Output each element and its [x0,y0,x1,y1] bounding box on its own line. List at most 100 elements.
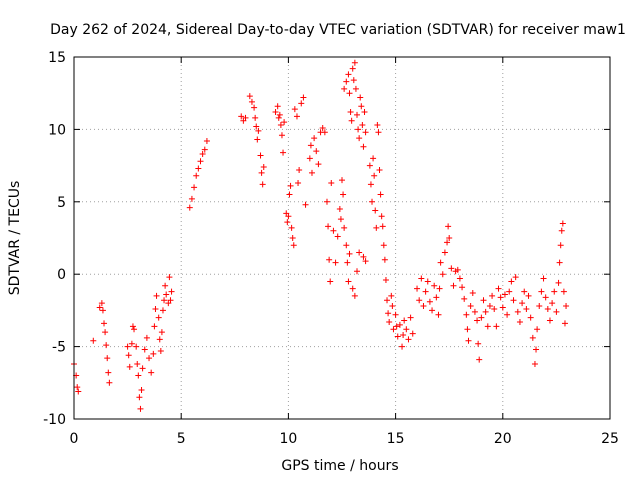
data-point [103,342,110,349]
data-point [293,113,300,120]
data-point [286,191,293,198]
data-point [501,291,508,298]
data-point [128,340,135,347]
data-point [197,158,204,165]
data-point [257,152,264,159]
data-point [510,297,517,304]
data-point [414,285,421,292]
data-point [166,274,173,281]
y-tick-label: 0 [57,267,66,283]
data-point [291,106,298,113]
data-point [459,284,466,291]
data-point [409,330,416,337]
data-point [139,365,146,372]
data-point [560,288,567,295]
data-point [382,276,389,283]
data-point [349,285,356,292]
data-point [436,285,443,292]
data-point [474,317,481,324]
data-point [340,191,347,198]
data-point [393,323,400,330]
data-point [101,320,108,327]
data-point [98,300,105,307]
data-point [129,323,136,330]
data-point [287,182,294,189]
data-point [516,318,523,325]
data-point [465,337,472,344]
data-point [126,363,133,370]
data-point [105,369,112,376]
data-point [346,90,353,97]
data-point [191,184,198,191]
data-point [167,297,174,304]
data-point [298,100,305,107]
data-point [288,224,295,231]
data-point [359,122,366,129]
data-point [351,292,358,299]
data-point [162,282,169,289]
data-point [153,292,160,299]
data-point [384,297,391,304]
data-point [420,303,427,310]
data-point [378,213,385,220]
data-point [362,129,369,136]
data-point [133,343,140,350]
data-point [343,242,350,249]
data-point [464,326,471,333]
data-point [343,78,350,85]
data-point [150,350,157,357]
data-point [328,179,335,186]
data-point [374,122,381,129]
data-point [536,303,543,310]
data-point [151,323,158,330]
data-point [482,308,489,315]
y-tick-label: -5 [52,340,66,356]
data-point [275,114,282,121]
data-point [416,297,423,304]
data-point [351,59,358,66]
y-tick-label: -10 [43,412,66,428]
data-point [341,224,348,231]
x-tick-label: 10 [279,431,297,447]
data-point [471,308,478,315]
data-point [553,308,560,315]
data-point [242,114,249,121]
data-point [558,227,565,234]
data-point [276,111,283,118]
data-point [148,369,155,376]
data-point [525,292,532,299]
data-point [493,323,500,330]
data-point [556,259,563,266]
data-point [238,113,245,120]
data-point [313,148,320,155]
y-tick-label: 15 [48,50,66,66]
data-point [138,387,145,394]
data-point [156,336,163,343]
data-point [407,314,414,321]
y-tick-label: 5 [57,195,66,211]
data-point [325,223,332,230]
data-point [280,149,287,156]
data-point [362,258,369,265]
data-point [390,326,397,333]
data-point [529,334,536,341]
data-point [475,340,482,347]
data-point [372,207,379,214]
data-point [360,253,367,260]
x-axis-ticks: 0 5 10 15 20 25 [70,57,619,447]
data-point [437,259,444,266]
data-point [504,311,511,318]
data-point [542,294,549,301]
data-point [354,268,361,275]
data-point [386,318,393,325]
data-point [246,93,253,100]
data-point [544,305,551,312]
data-point [418,275,425,282]
data-point [446,235,453,241]
data-point [295,179,302,186]
data-point [469,290,476,297]
data-point [429,307,436,314]
data-point [135,372,142,379]
chart-title: Day 262 of 2024, Sidereal Day-to-day VTE… [50,22,626,38]
